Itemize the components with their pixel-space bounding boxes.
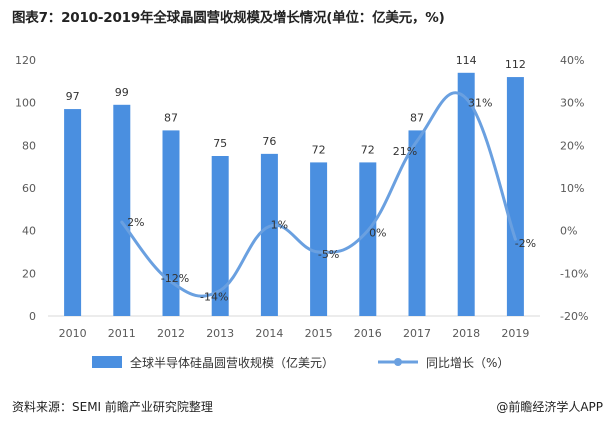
legend-line-marker: [394, 358, 402, 366]
growth-value-label: -5%: [318, 248, 339, 261]
y-left-tick-label: 60: [22, 182, 36, 195]
bar-series: [64, 72, 524, 316]
bar-value-label: 112: [505, 58, 526, 71]
bar: [457, 72, 475, 316]
y-right-tick-label: 40%: [560, 54, 584, 67]
bar: [162, 130, 180, 316]
bar-value-label: 76: [262, 135, 276, 148]
x-tick-label: 2013: [206, 327, 234, 340]
bar: [506, 77, 524, 316]
growth-line: [120, 91, 517, 298]
x-tick-label: 2010: [59, 327, 87, 340]
x-tick-label: 2017: [403, 327, 431, 340]
bar-value-label: 75: [213, 137, 227, 150]
y-right-tick-label: 20%: [560, 139, 584, 152]
legend: 全球半导体硅晶圆营收规模（亿美元） 同比增长（%）: [92, 355, 509, 370]
growth-value-label: 21%: [393, 145, 417, 158]
growth-value-label: -12%: [161, 272, 189, 285]
bar: [64, 109, 82, 316]
y-left-tick-label: 40: [22, 225, 36, 238]
bar: [113, 104, 131, 316]
bar: [310, 162, 328, 316]
x-tick-label: 2012: [157, 327, 185, 340]
bar: [359, 162, 377, 316]
bar: [211, 156, 229, 316]
legend-bar-swatch: [92, 356, 122, 368]
bar-value-label: 114: [456, 54, 477, 67]
growth-value-label: 0%: [369, 227, 386, 240]
bar-value-label: 72: [361, 143, 375, 156]
x-tick-label: 2014: [255, 327, 283, 340]
x-tick-label: 2016: [354, 327, 382, 340]
source-note: 资料来源：SEMI 前瞻产业研究院整理: [12, 400, 213, 414]
y-right-tick-label: 10%: [560, 182, 584, 195]
x-tick-label: 2011: [108, 327, 136, 340]
growth-value-label: 1%: [271, 218, 288, 231]
chart-title: 图表7：2010-2019年全球晶圆营收规模及增长情况(单位：亿美元，%): [12, 10, 445, 26]
bar-value-label: 97: [66, 90, 80, 103]
growth-value-label: 31%: [468, 96, 492, 109]
y-right-tick-label: 0%: [560, 225, 577, 238]
y-right-tick-label: -20%: [560, 310, 588, 323]
bar: [260, 153, 278, 316]
growth-value-label: -14%: [200, 290, 228, 303]
bar-value-label: 87: [410, 111, 424, 124]
y-left-tick-label: 100: [15, 97, 36, 110]
bar-value-label: 99: [115, 86, 129, 99]
y-left-tick-label: 0: [29, 310, 36, 323]
legend-bar-label: 全球半导体硅晶圆营收规模（亿美元）: [130, 355, 334, 370]
axes: 0 20 40 60 80 100 120 -20% -10% 0% 10% 20% 30% 40% 201…: [15, 54, 588, 340]
y-left-tick-label: 80: [22, 139, 36, 152]
x-tick-label: 2019: [501, 327, 529, 340]
growth-value-label: 2%: [127, 216, 144, 229]
legend-line-label: 同比增长（%）: [426, 356, 509, 370]
x-tick-label: 2015: [305, 327, 333, 340]
x-tick-label: 2018: [452, 327, 480, 340]
y-right-tick-label: 30%: [560, 97, 584, 110]
brand-note: @前瞻经济学人APP: [496, 400, 603, 414]
bar-value-label: 87: [164, 111, 178, 124]
line-series: [120, 91, 517, 298]
data-labels: 97 99 87 75 76 72 72 87 114 112 2% -12% -14% 1% -5% 0% 2…: [66, 54, 537, 304]
growth-value-label: -2%: [515, 237, 536, 250]
bar: [408, 130, 426, 316]
bar-value-label: 72: [312, 143, 326, 156]
y-right-tick-label: -10%: [560, 267, 588, 280]
y-left-tick-label: 20: [22, 267, 36, 280]
y-left-tick-label: 120: [15, 54, 36, 67]
